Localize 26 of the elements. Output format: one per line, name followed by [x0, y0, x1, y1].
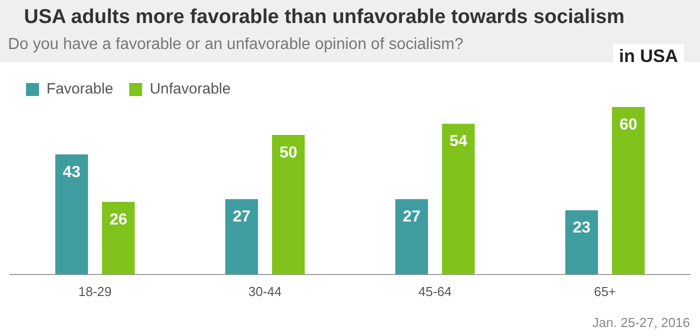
- bar: [565, 210, 598, 274]
- legend-label: Unfavorable: [150, 80, 231, 98]
- data-label: 60: [619, 116, 638, 134]
- x-tick-label: 45-64: [418, 284, 452, 299]
- data-label: 54: [449, 133, 468, 150]
- legend-label: Favorable: [46, 80, 114, 98]
- bar: [612, 107, 645, 274]
- text: Jan. 25-27, 2016: [592, 315, 690, 330]
- x-tick-label: 30-44: [248, 284, 282, 299]
- bar: [272, 134, 305, 274]
- data-label: 27: [402, 208, 421, 226]
- data-label: 26: [109, 211, 128, 228]
- x-tick-label: 18-29: [78, 284, 112, 299]
- data-label: 23: [572, 220, 591, 237]
- chart-subtitle: Do you have a favorable or an unfavorable opinion of socialism?: [8, 36, 464, 54]
- data-label: 50: [279, 144, 298, 162]
- bar: [55, 154, 88, 274]
- bar: [395, 199, 428, 274]
- bar: [225, 199, 258, 274]
- bar: [102, 202, 135, 274]
- text: in USA: [612, 44, 684, 69]
- x-tick-label: 65+: [594, 284, 616, 299]
- data-label: 43: [62, 164, 81, 181]
- data-label: 27: [232, 208, 251, 226]
- chart-title: USA adults more favorable than unfavorable towards socialism: [24, 6, 625, 29]
- bar: [442, 124, 475, 274]
